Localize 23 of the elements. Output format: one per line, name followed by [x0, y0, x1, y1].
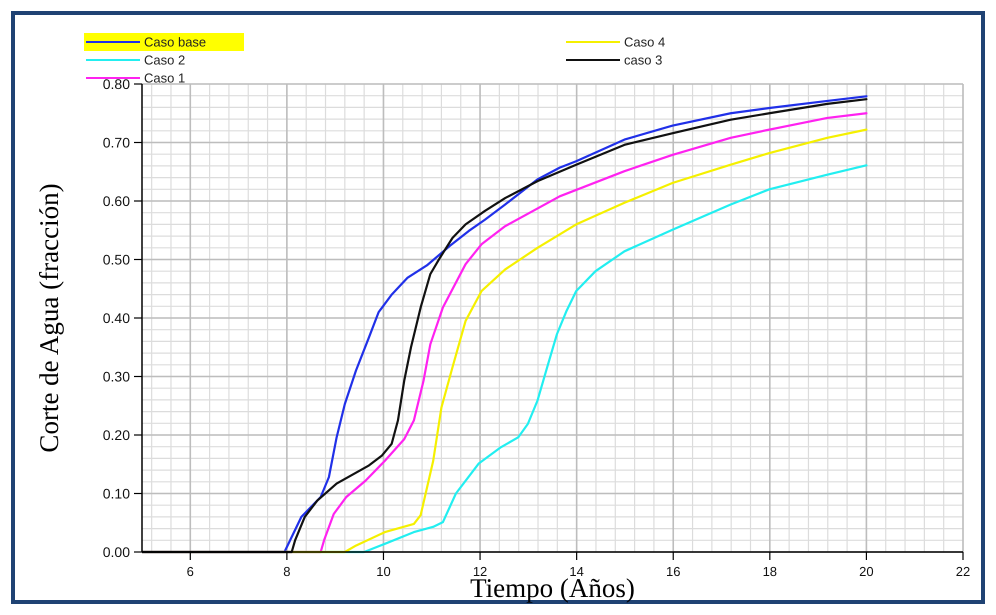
x-tick-label: 18 [762, 564, 778, 579]
x-tick-label: 14 [569, 564, 584, 579]
x-tick-label: 6 [186, 564, 194, 579]
y-tick-label: 0.40 [102, 310, 130, 326]
y-axis-title: Corte de Agua (fracción) [34, 183, 64, 453]
legend-label: Caso 1 [144, 70, 186, 86]
legend-label: caso 3 [624, 52, 662, 68]
x-tick-label: 22 [956, 564, 970, 579]
y-tick-label: 0.80 [102, 76, 130, 92]
x-tick-label: 16 [666, 564, 680, 579]
y-tick-label: 0.60 [102, 192, 130, 209]
y-tick-label: 0.30 [102, 368, 130, 384]
x-tick-label: 20 [859, 564, 874, 579]
x-tick-label: 8 [283, 564, 290, 579]
legend-label: Caso 2 [144, 52, 186, 68]
y-tick-label: 0.20 [102, 426, 130, 443]
legend-label: Caso base [144, 34, 206, 50]
y-tick-label: 0.00 [102, 544, 130, 560]
y-tick-label: 0.10 [102, 485, 130, 502]
x-tick-label: 10 [376, 564, 391, 579]
y-tick-label: 0.70 [102, 134, 130, 150]
legend-label: Caso 4 [624, 34, 666, 50]
y-tick-label: 0.50 [102, 251, 130, 268]
